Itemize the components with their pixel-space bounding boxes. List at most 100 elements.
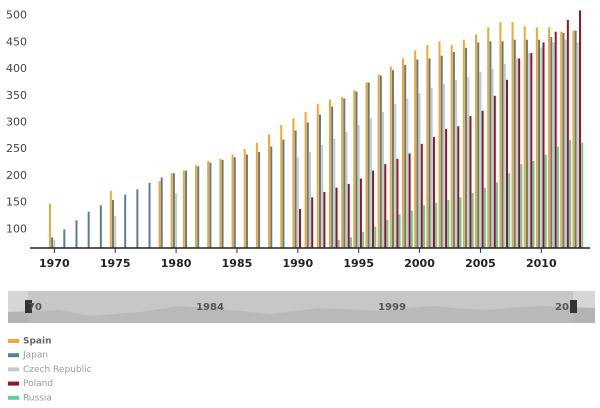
x-tick-label: 2010 bbox=[526, 257, 557, 270]
legend-label[interactable]: Poland bbox=[23, 379, 53, 389]
bar bbox=[333, 138, 336, 248]
bar bbox=[299, 209, 302, 248]
bar bbox=[379, 75, 382, 248]
bar bbox=[467, 77, 470, 248]
y-tick-label: 300 bbox=[6, 115, 27, 128]
legend-swatch[interactable] bbox=[8, 339, 19, 343]
bar bbox=[337, 239, 340, 248]
bar bbox=[459, 197, 462, 248]
bar bbox=[233, 157, 236, 248]
bar bbox=[477, 42, 480, 249]
bar bbox=[394, 103, 397, 248]
bar bbox=[487, 27, 490, 248]
bar bbox=[525, 39, 528, 248]
bar bbox=[479, 71, 482, 248]
bar bbox=[292, 118, 295, 248]
bar bbox=[231, 154, 234, 248]
bar bbox=[369, 118, 372, 248]
bar bbox=[282, 139, 285, 248]
bar bbox=[579, 10, 582, 249]
y-tick-label: 100 bbox=[6, 222, 27, 235]
bar bbox=[455, 79, 458, 249]
bar bbox=[243, 149, 246, 248]
bar bbox=[544, 154, 547, 248]
bar bbox=[418, 93, 421, 248]
bar bbox=[515, 58, 518, 249]
bar bbox=[404, 64, 407, 248]
legend-swatch[interactable] bbox=[8, 381, 19, 386]
bar bbox=[562, 32, 565, 249]
bar bbox=[207, 160, 210, 248]
bar bbox=[489, 41, 492, 248]
bar bbox=[384, 164, 387, 248]
legend-swatch[interactable] bbox=[8, 353, 19, 358]
y-tick-label: 400 bbox=[6, 62, 27, 75]
legend-swatch[interactable] bbox=[8, 367, 19, 372]
bar bbox=[422, 205, 425, 248]
legend-swatch[interactable] bbox=[8, 395, 19, 400]
bar bbox=[280, 125, 283, 248]
bar bbox=[552, 42, 555, 249]
bar bbox=[554, 31, 557, 249]
bar bbox=[566, 19, 569, 249]
bar bbox=[294, 130, 297, 248]
bar bbox=[432, 136, 435, 248]
bar bbox=[160, 177, 163, 248]
legend-label[interactable]: Japan bbox=[22, 351, 48, 361]
bar bbox=[528, 53, 531, 248]
navigator-handle[interactable] bbox=[25, 300, 32, 313]
bar bbox=[335, 187, 338, 248]
bar bbox=[505, 79, 508, 249]
bar bbox=[172, 173, 175, 248]
bar bbox=[483, 187, 486, 248]
bar bbox=[63, 229, 66, 248]
bar bbox=[316, 103, 319, 248]
navigator-label: 20 bbox=[555, 302, 569, 313]
bar bbox=[209, 162, 212, 248]
bar bbox=[564, 39, 567, 248]
legend-label[interactable]: Czech Republic bbox=[23, 365, 92, 375]
bar bbox=[362, 231, 365, 248]
navigator-label: 70 bbox=[28, 302, 42, 313]
bar bbox=[258, 151, 261, 248]
navigator-label: 1999 bbox=[378, 302, 406, 313]
bar bbox=[306, 122, 309, 248]
bar bbox=[331, 106, 334, 248]
bar bbox=[499, 22, 502, 249]
bar bbox=[442, 84, 445, 249]
bar bbox=[503, 63, 506, 248]
bar bbox=[311, 197, 314, 248]
legend-label[interactable]: Russia bbox=[23, 393, 52, 403]
bar bbox=[420, 143, 423, 248]
bar bbox=[357, 125, 360, 248]
bar bbox=[359, 178, 362, 248]
y-tick-label: 500 bbox=[6, 9, 27, 22]
bar bbox=[532, 160, 535, 248]
bar bbox=[520, 164, 523, 248]
bar bbox=[389, 66, 392, 249]
bar bbox=[221, 159, 224, 248]
bar bbox=[535, 27, 538, 248]
bar bbox=[386, 219, 389, 248]
bar bbox=[572, 30, 575, 249]
bar bbox=[523, 26, 526, 248]
x-tick-label: 1985 bbox=[222, 257, 253, 270]
bar bbox=[170, 173, 173, 248]
bar bbox=[430, 87, 433, 249]
navigator-range[interactable] bbox=[28, 291, 573, 323]
bar bbox=[452, 51, 455, 248]
x-tick-label: 1975 bbox=[100, 257, 131, 270]
bar bbox=[560, 31, 563, 249]
bar bbox=[318, 114, 321, 248]
legend-label[interactable]: Spain bbox=[23, 337, 52, 347]
bar bbox=[99, 205, 102, 248]
navigator-label: 1984 bbox=[196, 302, 224, 313]
navigator-handle[interactable] bbox=[570, 300, 577, 313]
bar bbox=[428, 58, 431, 249]
bar bbox=[341, 96, 344, 248]
bar bbox=[469, 116, 472, 248]
bar bbox=[496, 182, 499, 248]
bar bbox=[343, 98, 346, 248]
bar bbox=[323, 191, 326, 248]
